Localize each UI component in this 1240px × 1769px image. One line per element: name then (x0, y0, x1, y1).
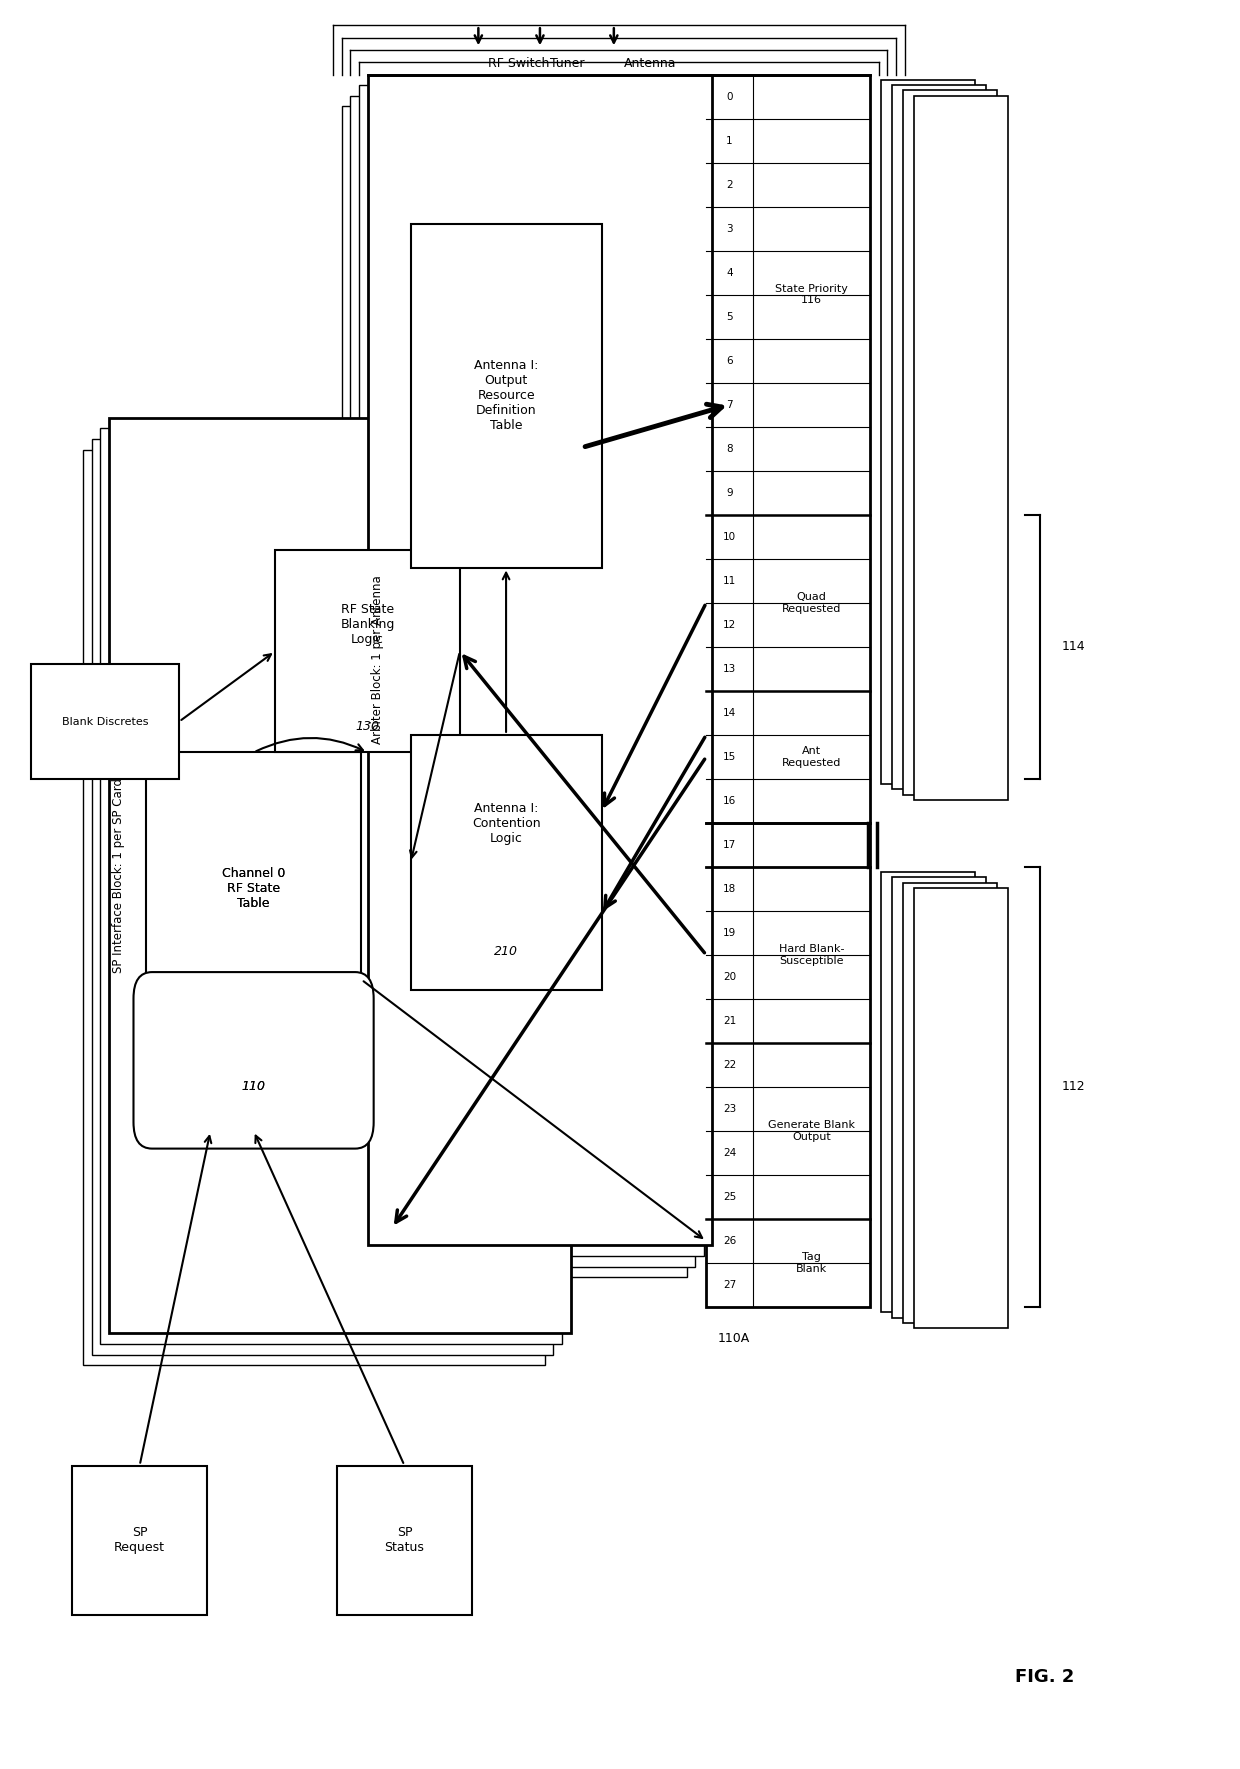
Text: 0: 0 (727, 92, 733, 101)
Text: 4: 4 (727, 267, 733, 278)
Text: RF Switch: RF Switch (489, 57, 549, 71)
Text: 3: 3 (727, 223, 733, 234)
Text: Arbiter Block: 1 per Antenna: Arbiter Block: 1 per Antenna (371, 575, 384, 745)
Bar (914, 96, 1008, 800)
Text: Channel 0
RF State
Table: Channel 0 RF State Table (222, 867, 285, 911)
Text: SP Interface Block: 1 per SP Card: SP Interface Block: 1 per SP Card (112, 778, 125, 973)
Text: SP
Status: SP Status (384, 1527, 424, 1555)
Bar (156, 998, 351, 1130)
Text: 110: 110 (242, 1081, 265, 1093)
Text: 25: 25 (723, 1192, 737, 1201)
Bar (275, 550, 460, 752)
Bar (146, 752, 361, 1130)
Text: Generate Blank
Output: Generate Blank Output (768, 1120, 856, 1141)
Text: Quad
Requested: Quad Requested (782, 593, 841, 614)
Bar (350, 96, 696, 1267)
Text: 5: 5 (727, 311, 733, 322)
Bar (893, 877, 986, 1318)
Text: 10: 10 (723, 532, 737, 541)
Bar (342, 106, 687, 1277)
Text: Tuner: Tuner (549, 57, 584, 71)
Text: Antenna I:
Output
Resource
Definition
Table: Antenna I: Output Resource Definition Ta… (474, 359, 538, 432)
Text: Blank Discretes: Blank Discretes (62, 716, 149, 727)
Text: 110A: 110A (717, 1332, 749, 1344)
Text: 11: 11 (723, 575, 737, 586)
Text: 112: 112 (1063, 1081, 1086, 1093)
Text: State Priority
116: State Priority 116 (775, 283, 848, 306)
Text: SP
Request: SP Request (114, 1527, 165, 1555)
Text: Ant
Requested: Ant Requested (782, 747, 841, 768)
Bar (882, 872, 975, 1313)
Bar (100, 428, 562, 1344)
Text: 18: 18 (723, 884, 737, 893)
Text: 24: 24 (723, 1148, 737, 1159)
Text: 14: 14 (723, 708, 737, 718)
Text: FIG. 2: FIG. 2 (1016, 1668, 1075, 1686)
Bar (92, 439, 553, 1355)
Text: Antenna I:
Contention
Logic: Antenna I: Contention Logic (471, 803, 541, 846)
Text: 114: 114 (1063, 640, 1086, 653)
Bar (410, 734, 601, 991)
Text: 2: 2 (727, 180, 733, 189)
Bar (914, 888, 1008, 1329)
Bar (31, 665, 179, 778)
Text: Channel 0
RF State
Table: Channel 0 RF State Table (222, 867, 285, 911)
Bar (358, 85, 704, 1256)
Text: 210: 210 (494, 945, 518, 957)
Text: 22: 22 (723, 1060, 737, 1070)
Text: 110: 110 (242, 1081, 265, 1093)
Bar (903, 90, 997, 794)
Text: 130: 130 (356, 720, 379, 732)
Bar (410, 225, 601, 568)
Text: 23: 23 (723, 1104, 737, 1114)
Text: 17: 17 (723, 840, 737, 849)
Text: 1: 1 (727, 136, 733, 145)
Text: 19: 19 (723, 929, 737, 938)
Text: Antenna: Antenna (624, 57, 676, 71)
Bar (882, 80, 975, 784)
Bar (707, 74, 870, 1307)
Text: 15: 15 (723, 752, 737, 762)
Bar (367, 74, 712, 1245)
Text: 21: 21 (723, 1015, 737, 1026)
Bar (903, 883, 997, 1323)
Bar (109, 417, 570, 1334)
Text: 8: 8 (727, 444, 733, 453)
Text: Tag
Blank: Tag Blank (796, 1252, 827, 1274)
Text: Hard Blank-
Susceptible: Hard Blank- Susceptible (779, 945, 844, 966)
FancyBboxPatch shape (134, 973, 373, 1148)
Text: 12: 12 (723, 619, 737, 630)
Text: 6: 6 (727, 356, 733, 366)
Text: 13: 13 (723, 663, 737, 674)
Text: 26: 26 (723, 1237, 737, 1245)
Text: 20: 20 (723, 971, 737, 982)
Text: 7: 7 (727, 400, 733, 410)
Text: RF State
Blanking
Logic: RF State Blanking Logic (340, 603, 394, 646)
Bar (72, 1465, 207, 1615)
Bar (83, 449, 544, 1366)
Text: 16: 16 (723, 796, 737, 807)
Bar (893, 85, 986, 789)
Bar (337, 1465, 472, 1615)
Text: 27: 27 (723, 1281, 737, 1290)
Text: 9: 9 (727, 488, 733, 497)
